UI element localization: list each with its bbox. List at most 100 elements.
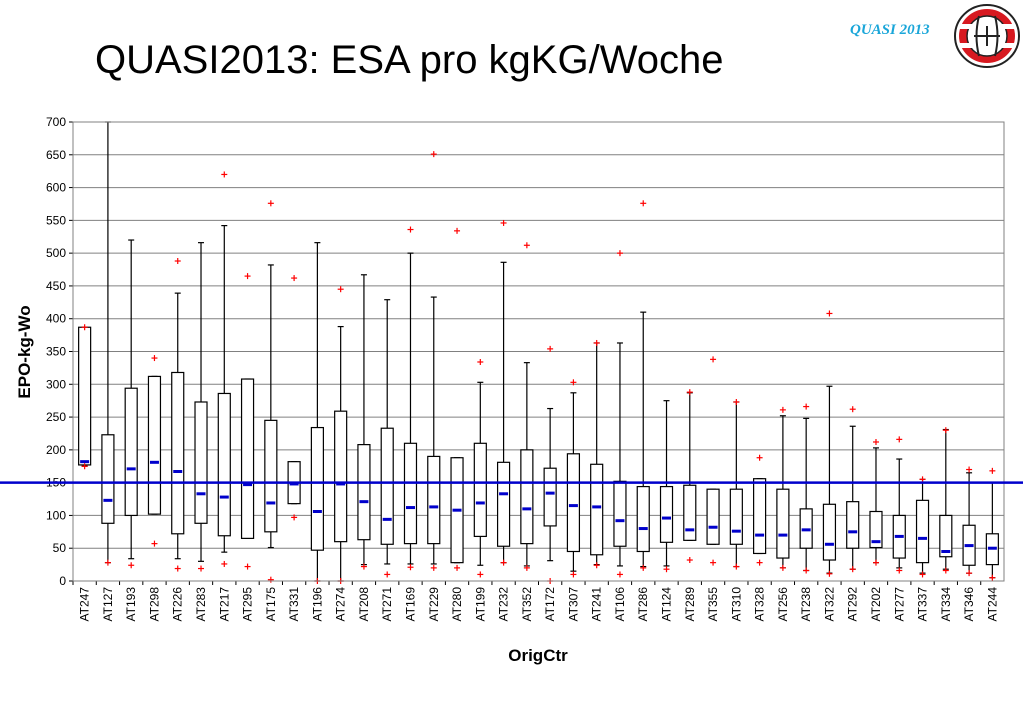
x-tick-label: AT289 (683, 587, 697, 622)
x-tick-label: AT172 (543, 587, 557, 622)
box-AT232 (496, 219, 511, 566)
box-AT277 (892, 436, 906, 574)
iqr-box (124, 387, 138, 517)
box-AT328 (753, 454, 767, 566)
y-tick-label: 500 (46, 246, 66, 260)
x-tick-label: AT322 (822, 587, 836, 622)
x-tick-label: AT229 (427, 587, 441, 622)
x-tick-label: AT271 (380, 587, 394, 622)
iqr-box (171, 371, 185, 535)
box-AT298 (147, 355, 162, 547)
y-tick-labels: 0501001502002503003504004505005506006507… (46, 115, 66, 588)
iqr-box (753, 478, 767, 555)
box-AT217 (217, 171, 231, 567)
box-AT310 (729, 398, 743, 570)
iqr-box (357, 444, 371, 541)
x-tick-label: AT295 (241, 587, 255, 622)
iqr-box (496, 461, 511, 547)
x-tick-label: AT274 (334, 587, 348, 622)
iqr-box (310, 426, 324, 551)
box-AT226 (171, 258, 185, 572)
x-tick-label: AT127 (101, 587, 115, 622)
x-tick-label: AT241 (590, 587, 604, 622)
y-tick-label: 100 (46, 508, 66, 522)
x-tick-label: AT337 (916, 587, 930, 622)
y-tick-label: 650 (46, 148, 66, 162)
x-axis-title: OrigCtr (508, 646, 568, 665)
x-tick-label: AT334 (939, 587, 953, 622)
box-AT199 (473, 358, 487, 578)
box-AT295 (240, 273, 255, 570)
box-AT334 (939, 427, 953, 574)
box-AT202 (869, 438, 883, 566)
box-AT247 (78, 324, 92, 470)
box-AT292 (846, 406, 860, 573)
iqr-box (590, 463, 604, 556)
iqr-box (566, 453, 581, 553)
iqr-box (334, 410, 348, 543)
iqr-box (194, 401, 208, 524)
x-tick-label: AT256 (776, 587, 790, 622)
box-AT196 (310, 242, 324, 584)
iqr-box (473, 442, 487, 538)
x-tick-label: AT193 (124, 587, 138, 622)
box-AT127 (101, 121, 115, 566)
box-AT283 (194, 242, 208, 572)
iqr-box (659, 485, 674, 543)
x-tick-label: AT175 (264, 587, 278, 622)
y-tick-label: 550 (46, 213, 66, 227)
x-tick-label: AT352 (520, 587, 534, 622)
box-AT169 (403, 226, 418, 571)
plot-frame (72, 121, 1005, 582)
x-tick-label: AT244 (985, 587, 999, 622)
iqr-box (78, 326, 92, 466)
y-tick-label: 350 (46, 345, 66, 359)
iqr-box (706, 488, 720, 545)
box-AT124 (659, 400, 674, 573)
iqr-box (427, 455, 441, 545)
x-tick-label: AT226 (171, 587, 185, 622)
gridlines (69, 121, 1004, 582)
x-tick-label: AT199 (473, 587, 487, 622)
x-tick-label: AT169 (403, 587, 417, 622)
y-tick-label: 450 (46, 279, 66, 293)
quasi-logo-icon (954, 4, 1020, 68)
x-tick-label: AT232 (497, 587, 511, 622)
x-tick-label: AT280 (450, 587, 464, 622)
x-tick-label: AT196 (310, 587, 324, 622)
iqr-box (101, 434, 115, 524)
x-tick-label: AT247 (78, 587, 92, 622)
x-tick-label: AT298 (147, 587, 161, 622)
boxes (78, 121, 999, 584)
iqr-box (822, 503, 837, 561)
iqr-box (846, 501, 860, 549)
y-tick-label: 50 (53, 541, 67, 555)
iqr-box (520, 449, 534, 545)
iqr-box (636, 485, 650, 553)
x-tick-label: AT208 (357, 587, 371, 622)
box-AT271 (380, 299, 394, 578)
box-AT307 (566, 379, 581, 578)
iqr-box (939, 514, 953, 558)
y-tick-label: 250 (46, 410, 66, 424)
x-tick-label: AT277 (892, 587, 906, 622)
x-tick-label: AT106 (613, 587, 627, 622)
y-tick-label: 0 (59, 574, 66, 588)
x-tick-label: AT292 (846, 587, 860, 622)
box-AT238 (799, 403, 813, 574)
x-tick-label: AT124 (660, 587, 674, 622)
box-AT352 (520, 242, 534, 571)
iqr-box (264, 419, 278, 533)
x-tick-label: AT238 (799, 587, 813, 622)
iqr-box (380, 427, 394, 545)
box-AT241 (590, 339, 604, 569)
box-AT337 (915, 476, 930, 578)
x-tick-label: AT328 (753, 587, 767, 622)
iqr-box (729, 488, 743, 545)
iqr-box (217, 392, 231, 537)
x-tick-label: AT346 (962, 587, 976, 622)
y-tick-label: 600 (46, 181, 66, 195)
box-AT355 (706, 356, 720, 566)
iqr-box (869, 510, 883, 549)
